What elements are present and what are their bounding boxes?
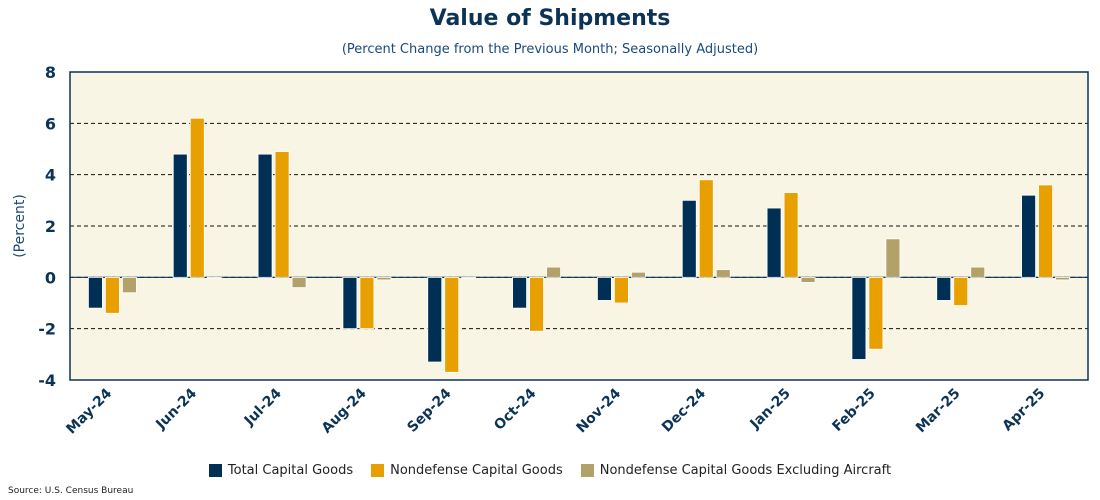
x-tick-label: Jan-25 xyxy=(747,386,794,433)
x-tick-label: Nov-24 xyxy=(573,385,624,436)
bar-nondefense-capital-goods-excluding-aircraft xyxy=(206,276,222,279)
bar-nondefense-capital-goods xyxy=(1038,184,1053,278)
bar-total-capital-goods xyxy=(597,276,612,301)
bar-nondefense-capital-goods xyxy=(953,276,969,306)
x-tick-label: Dec-24 xyxy=(659,385,709,435)
bar-nondefense-capital-goods-excluding-aircraft xyxy=(631,271,646,278)
bar-total-capital-goods xyxy=(766,207,782,278)
bar-total-capital-goods xyxy=(342,276,358,330)
bar-nondefense-capital-goods-excluding-aircraft xyxy=(715,269,731,278)
legend-label: Nondefense Capital Goods xyxy=(390,463,563,478)
bar-nondefense-capital-goods-excluding-aircraft xyxy=(970,266,986,278)
bar-nondefense-capital-goods xyxy=(614,276,629,304)
y-tick-label: -4 xyxy=(38,371,56,390)
x-tick-label: Aug-24 xyxy=(319,385,370,436)
y-tick-label: 2 xyxy=(45,217,56,236)
x-tick-label: Jun-24 xyxy=(152,385,200,433)
bar-nondefense-capital-goods xyxy=(274,151,290,278)
bar-total-capital-goods xyxy=(88,276,103,309)
bar-nondefense-capital-goods xyxy=(444,276,460,373)
legend-label: Nondefense Capital Goods Excluding Aircr… xyxy=(599,463,892,478)
bar-nondefense-capital-goods-excluding-aircraft xyxy=(291,276,307,289)
legend-swatch xyxy=(208,464,222,477)
chart-subtitle: (Percent Change from the Previous Month;… xyxy=(341,42,759,57)
bar-nondefense-capital-goods xyxy=(868,276,884,350)
bar-total-capital-goods xyxy=(257,153,273,278)
x-tick-label: Feb-25 xyxy=(829,386,878,435)
bar-total-capital-goods xyxy=(681,199,697,278)
bar-total-capital-goods xyxy=(936,276,952,301)
legend-item: Nondefense Capital Goods Excluding Aircr… xyxy=(580,463,892,478)
legend-item: Nondefense Capital Goods xyxy=(371,463,563,478)
bar-nondefense-capital-goods-excluding-aircraft xyxy=(122,276,137,294)
bar-total-capital-goods xyxy=(512,276,527,309)
source-note: Source: U.S. Census Bureau xyxy=(8,486,134,496)
y-tick-label: 4 xyxy=(45,166,56,185)
bar-nondefense-capital-goods xyxy=(105,276,120,314)
y-tick-label: 6 xyxy=(45,114,56,133)
bar-total-capital-goods xyxy=(851,276,867,360)
bar-nondefense-capital-goods xyxy=(359,276,375,330)
legend-item: Total Capital Goods xyxy=(208,463,354,478)
bar-nondefense-capital-goods xyxy=(529,276,544,332)
legend-swatch xyxy=(371,464,385,477)
y-tick-label: -2 xyxy=(38,320,56,339)
bar-nondefense-capital-goods-excluding-aircraft xyxy=(376,276,392,281)
x-tick-label: Oct-24 xyxy=(491,385,539,433)
plot-area xyxy=(70,72,1088,380)
bar-nondefense-capital-goods-excluding-aircraft xyxy=(546,266,561,278)
x-tick-label: May-24 xyxy=(63,385,115,437)
legend-label: Total Capital Goods xyxy=(227,463,354,478)
bar-nondefense-capital-goods xyxy=(189,117,205,278)
x-tick-label: Apr-25 xyxy=(1000,386,1049,435)
plot-border xyxy=(69,71,1089,381)
bar-nondefense-capital-goods xyxy=(783,192,799,278)
bar-nondefense-capital-goods-excluding-aircraft xyxy=(800,276,816,283)
bar-total-capital-goods xyxy=(1021,194,1036,278)
legend: Total Capital Goods Nondefense Capital Go… xyxy=(0,463,1100,478)
y-tick-label: 0 xyxy=(45,268,56,287)
y-axis-label: (Percent) xyxy=(12,194,28,258)
bar-nondefense-capital-goods xyxy=(698,179,714,278)
bar-nondefense-capital-goods-excluding-aircraft xyxy=(461,276,477,279)
bar-total-capital-goods xyxy=(172,153,188,278)
bar-nondefense-capital-goods-excluding-aircraft xyxy=(1055,276,1070,281)
bar-total-capital-goods xyxy=(427,276,443,363)
y-tick-label: 8 xyxy=(45,63,56,82)
chart-title: Value of Shipments xyxy=(429,6,671,31)
bar-chart: -4 -2 0 2 4 6 8 (Percent) May-24 Jun-24 Jul-24 Aug-… xyxy=(12,63,1089,437)
x-tick-label: Mar-25 xyxy=(913,386,964,437)
x-tick-label: Sep-24 xyxy=(404,385,454,435)
bar-nondefense-capital-goods-excluding-aircraft xyxy=(885,238,901,278)
legend-swatch xyxy=(580,464,594,477)
x-tick-label: Jul-24 xyxy=(241,385,285,429)
